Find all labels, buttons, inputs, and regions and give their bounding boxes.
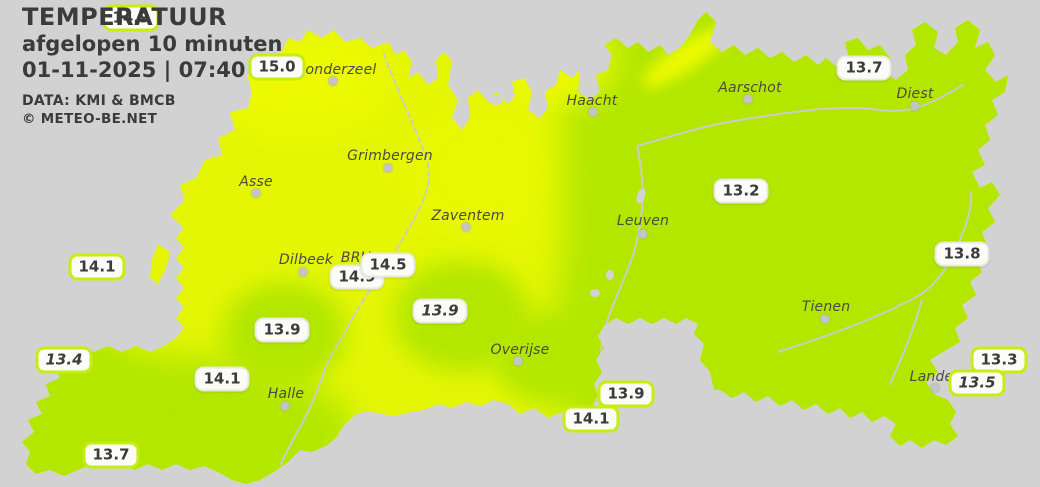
temperature-badge: 14.1 [562, 405, 620, 433]
city-label: Overijse [490, 342, 550, 358]
city-label: Dilbeek [278, 252, 334, 268]
city-dot [513, 356, 523, 366]
temperature-badge: 14.9 [102, 4, 160, 32]
city-label: Aarschot [718, 80, 782, 96]
page-subtitle: afgelopen 10 minuten [22, 32, 283, 56]
temperature-badge: 14.1 [194, 366, 250, 392]
page-title: TEMPERATUUR [22, 3, 228, 31]
city-dot [743, 94, 753, 104]
city-dot [910, 101, 920, 111]
city-label: Zaventem [431, 208, 505, 224]
river-gete-branch [889, 299, 923, 385]
city-dot [820, 314, 830, 324]
temperature-badge: 14.9 [329, 264, 385, 290]
city-label: Halle [267, 386, 305, 402]
data-source: DATA: KMI & BMCB [22, 93, 176, 109]
temperature-badge: 13.2 [713, 178, 769, 204]
city-label: Leuven [616, 213, 670, 229]
city-label: Londerzeel [297, 62, 377, 78]
temperature-badge: 13.5 [948, 369, 1006, 397]
urban-patch [489, 95, 503, 105]
city-dot [930, 383, 940, 393]
urban-patch [636, 188, 646, 204]
city-dot [461, 222, 471, 232]
temperature-badge: 13.8 [934, 241, 990, 267]
city-dot [638, 229, 648, 239]
city-dot [251, 188, 261, 198]
city-label: Diest [896, 86, 934, 102]
temp-blob-cool [494, 312, 598, 404]
city-label: Tienen [801, 299, 851, 315]
canal-boundary-dashed [322, 53, 430, 376]
temperature-badge: 13.9 [597, 380, 655, 408]
city-dot [298, 267, 308, 277]
temperature-badge: 15.0 [248, 53, 306, 81]
temperature-badge: 14.5 [360, 252, 416, 278]
temp-blob-warm [395, 100, 565, 244]
urban-patch [606, 270, 614, 280]
datetime-label: 01-11-2025 | 07:40 [22, 58, 246, 82]
map-title-block: TEMPERATUUR afgelopen 10 minuten 01-11-2… [22, 4, 283, 128]
river-demer [636, 84, 964, 147]
city-dot [383, 163, 393, 173]
temperature-badge: 13.4 [35, 346, 93, 374]
urban-patch [590, 289, 600, 297]
temp-blob-warm [641, 26, 731, 88]
city-label: Asse [239, 174, 273, 190]
city-dot [588, 107, 598, 117]
temperature-badge: 13.7 [82, 441, 140, 469]
temperature-badge: 13.9 [412, 298, 468, 324]
temperature-badge: 13.7 [836, 55, 892, 81]
city-dot [328, 76, 338, 86]
city-label: Grimbergen [347, 148, 433, 164]
temperature-badge: 13.9 [254, 317, 310, 343]
river-gete [777, 191, 973, 353]
city-dot [280, 401, 290, 411]
city-label: Haacht [566, 93, 618, 109]
river-zenne [280, 374, 324, 465]
temperature-badge: 14.1 [68, 253, 126, 281]
copyright-label: © METEO-BE.NET [22, 111, 158, 127]
